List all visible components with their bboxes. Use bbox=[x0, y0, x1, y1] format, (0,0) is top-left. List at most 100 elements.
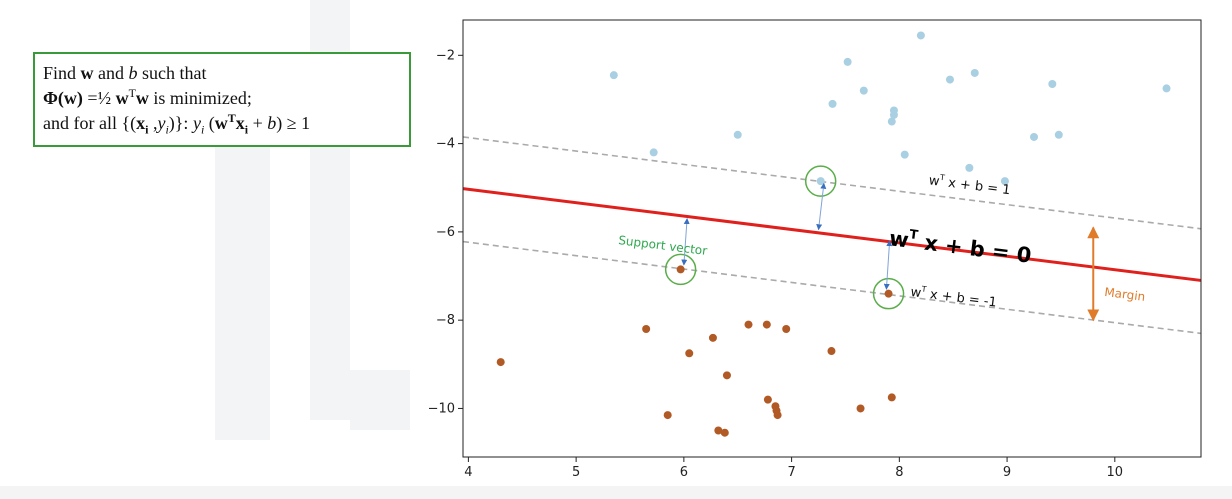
class-b-point bbox=[722, 371, 731, 380]
formula-phi: Φ(w) bbox=[43, 88, 83, 108]
upper-margin-equation: wT x + b = 1 bbox=[928, 171, 1012, 198]
distance-arrow bbox=[816, 182, 827, 231]
formula-text: Find bbox=[43, 63, 81, 83]
background-decoration bbox=[215, 130, 270, 440]
class-a-point bbox=[889, 110, 898, 119]
class-a-point bbox=[1054, 130, 1063, 139]
class-a-point bbox=[945, 75, 954, 84]
formula-w: w bbox=[80, 63, 94, 83]
margin-label: Margin bbox=[1104, 285, 1146, 304]
eq-rest: x + b = 1 bbox=[943, 175, 1011, 198]
distance-arrow bbox=[883, 240, 893, 290]
background-decoration bbox=[350, 370, 410, 430]
formula-line-1: Find w and b such that bbox=[43, 61, 409, 86]
class-a-point bbox=[1048, 80, 1057, 89]
class-a-point bbox=[900, 150, 909, 159]
class-a-point bbox=[1030, 132, 1039, 141]
class-a-point bbox=[1162, 84, 1171, 93]
class-b-point bbox=[685, 349, 694, 358]
formula-x: x bbox=[235, 113, 245, 133]
upper-hyperplane-line bbox=[462, 136, 1202, 230]
class-a-point bbox=[1000, 177, 1009, 186]
x-tick-label: 8 bbox=[895, 465, 903, 480]
class-b-point bbox=[782, 324, 791, 333]
y-tick-label: −6 bbox=[436, 225, 455, 240]
class-a-point bbox=[649, 148, 658, 157]
eq-rest: x + b = 0 bbox=[916, 230, 1033, 268]
x-tick-label: 7 bbox=[787, 465, 795, 480]
class-b-point bbox=[827, 347, 836, 356]
class-b-point bbox=[856, 404, 865, 413]
x-tick-label: 10 bbox=[1107, 465, 1124, 480]
class-a-point bbox=[828, 99, 837, 108]
formula-text: is minimized; bbox=[148, 88, 252, 108]
y-tick-label: −2 bbox=[436, 48, 455, 63]
formula-text: ( bbox=[204, 113, 215, 133]
formula-sub: i bbox=[145, 122, 149, 137]
formula-x: x bbox=[136, 113, 146, 133]
eq-transpose: T bbox=[938, 173, 945, 183]
support-vector-ring bbox=[664, 253, 697, 286]
formula-w: w bbox=[135, 88, 149, 108]
eq-w: w bbox=[928, 173, 941, 189]
bottom-bar bbox=[0, 486, 1232, 499]
formula-sub: i bbox=[200, 122, 205, 137]
class-a-point bbox=[887, 117, 896, 126]
formula-y: y bbox=[157, 113, 166, 133]
lower-margin-equation: wT x + b = -1 bbox=[910, 283, 998, 310]
formula-text: and for all {( bbox=[43, 113, 137, 133]
formula-sub: i bbox=[165, 122, 169, 137]
eq-transpose: T bbox=[920, 284, 927, 294]
class-b-point bbox=[773, 411, 782, 420]
formula-sub: i bbox=[244, 122, 249, 137]
lower-hyperplane-line bbox=[462, 240, 1202, 335]
eq-w: w bbox=[910, 285, 923, 301]
support-vector-label: Support vector bbox=[618, 233, 708, 258]
class-b-point bbox=[663, 411, 672, 420]
class-b-point bbox=[887, 393, 896, 402]
formula-line-3: and for all {(xi ,yi)}: yi (wTxi + b) ≥ … bbox=[43, 111, 409, 136]
class-b-point bbox=[763, 395, 772, 404]
formula-w: w bbox=[115, 88, 129, 108]
eq-w: w bbox=[888, 226, 910, 252]
class-a-point bbox=[916, 31, 925, 40]
class-a-point bbox=[733, 130, 742, 139]
formula-w: w bbox=[214, 113, 228, 133]
formula-transpose: T bbox=[227, 111, 236, 125]
formula-b: b bbox=[267, 113, 277, 133]
x-tick-label: 9 bbox=[1003, 465, 1011, 480]
formula-text: )}: bbox=[168, 113, 193, 133]
class-b-point bbox=[642, 324, 651, 333]
formula-text: and bbox=[93, 63, 129, 83]
class-a-point bbox=[609, 71, 618, 80]
decision-hyperplane-line bbox=[462, 187, 1202, 282]
distance-arrow bbox=[681, 218, 690, 266]
class-b-point bbox=[762, 320, 771, 329]
formula-line-2: Φ(w) =½ wTw is minimized; bbox=[43, 86, 409, 111]
y-tick-label: −8 bbox=[436, 313, 455, 328]
formula-text: + bbox=[248, 113, 268, 133]
formula-y: y bbox=[192, 113, 201, 133]
plot-frame bbox=[462, 19, 1202, 458]
formula-text: , bbox=[148, 113, 158, 133]
formula-text: such that bbox=[137, 63, 207, 83]
class-b-point bbox=[714, 426, 723, 435]
eq-rest: x + b = -1 bbox=[925, 287, 998, 311]
class-a-point bbox=[843, 57, 852, 66]
class-a-point bbox=[859, 86, 868, 95]
class-b-point bbox=[744, 320, 753, 329]
class-b-point bbox=[496, 358, 505, 367]
x-tick-label: 5 bbox=[572, 465, 580, 480]
formula-text: ) ≥ 1 bbox=[276, 113, 311, 133]
x-tick-label: 4 bbox=[464, 465, 472, 480]
class-b-point bbox=[720, 428, 729, 437]
class-b-point bbox=[884, 289, 893, 298]
class-b-point bbox=[676, 265, 685, 274]
decision-boundary-equation: wT x + b = 0 bbox=[888, 224, 1033, 268]
class-a-point bbox=[965, 163, 974, 172]
optimization-formula-box: Find w and b such that Φ(w) =½ wTw is mi… bbox=[33, 52, 411, 147]
class-a-point bbox=[970, 68, 979, 77]
formula-transpose: T bbox=[128, 86, 136, 100]
y-tick-label: −4 bbox=[436, 137, 455, 152]
